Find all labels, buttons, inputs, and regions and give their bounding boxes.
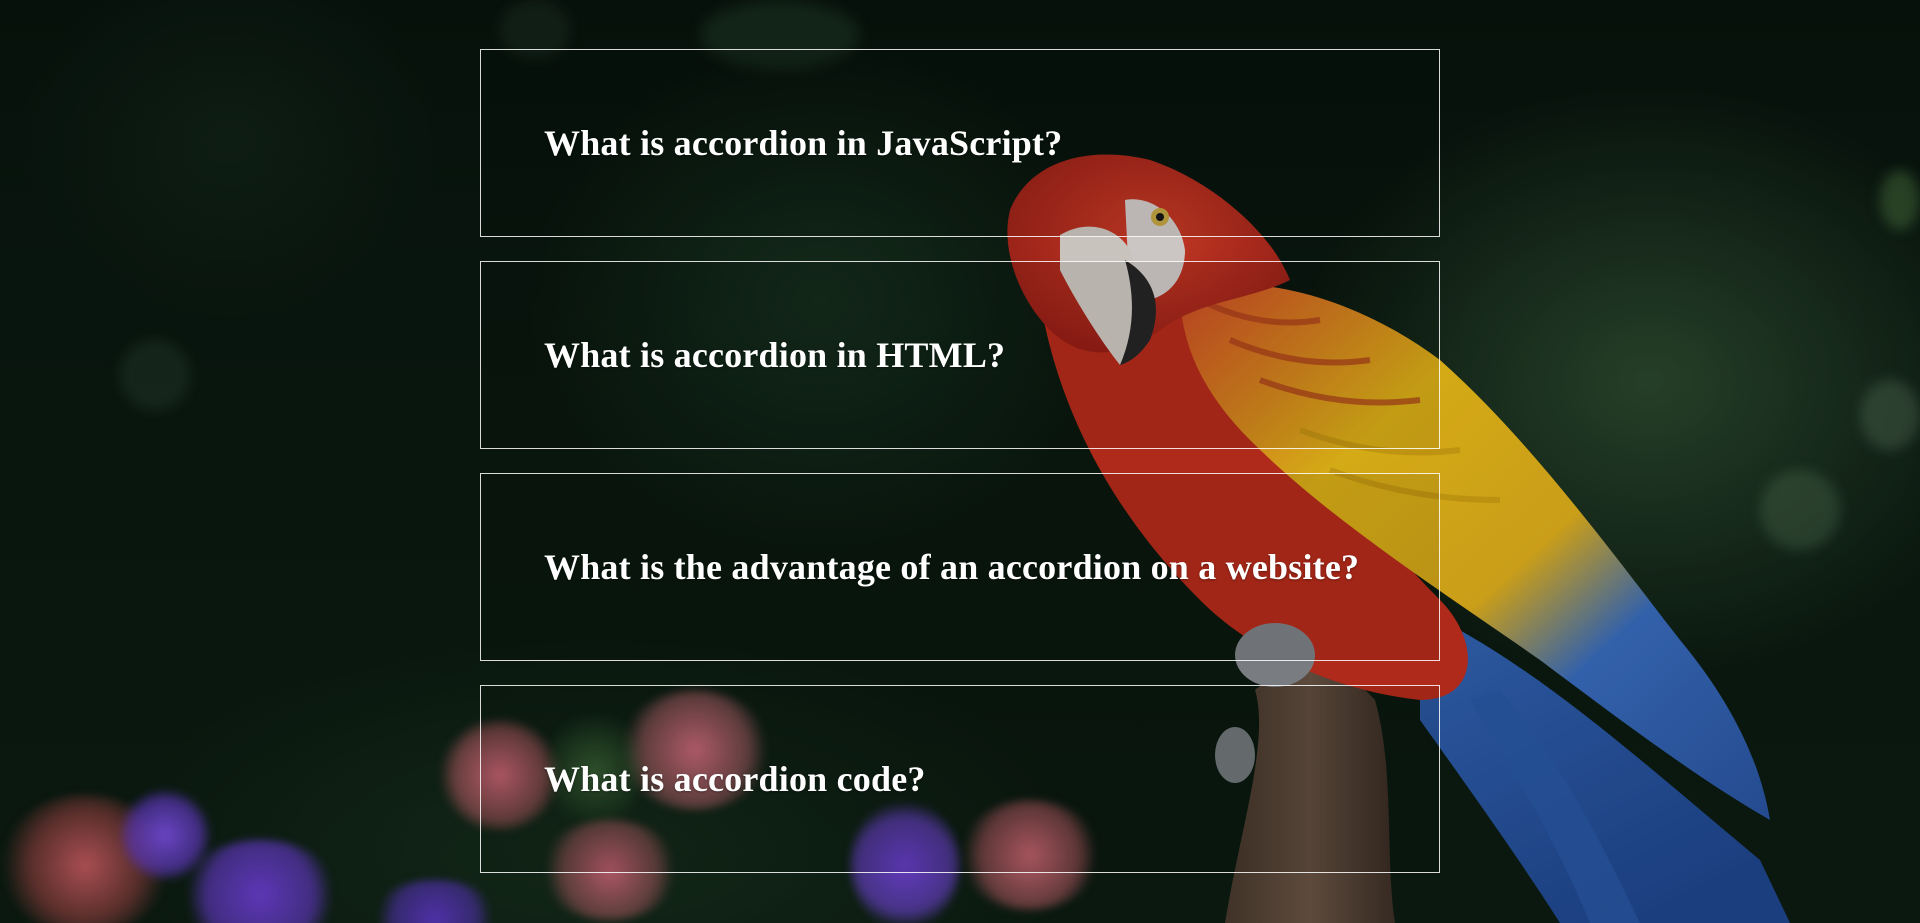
bokeh-light [120, 340, 190, 410]
bokeh-light [1860, 380, 1920, 450]
accordion-item-code[interactable]: What is accordion code? [480, 685, 1440, 873]
bokeh-light [1760, 470, 1840, 550]
accordion: What is accordion in JavaScript? What is… [480, 49, 1440, 897]
accordion-question: What is accordion in JavaScript? [544, 123, 1063, 163]
flower [540, 820, 680, 920]
accordion-question: What is the advantage of an accordion on… [544, 547, 1360, 587]
flower [960, 800, 1100, 910]
accordion-item-advantage[interactable]: What is the advantage of an accordion on… [480, 473, 1440, 661]
accordion-item-html[interactable]: What is accordion in HTML? [480, 261, 1440, 449]
leaf [550, 700, 640, 840]
bokeh-light [700, 0, 860, 70]
bokeh-light [1880, 170, 1920, 230]
accordion-question: What is accordion in HTML? [544, 335, 1006, 375]
flower [180, 840, 340, 923]
accordion-question: What is accordion code? [544, 759, 926, 799]
accordion-item-javascript[interactable]: What is accordion in JavaScript? [480, 49, 1440, 237]
flower [620, 690, 770, 810]
flower [850, 800, 960, 923]
bokeh-light [500, 0, 570, 60]
flower [440, 720, 560, 830]
